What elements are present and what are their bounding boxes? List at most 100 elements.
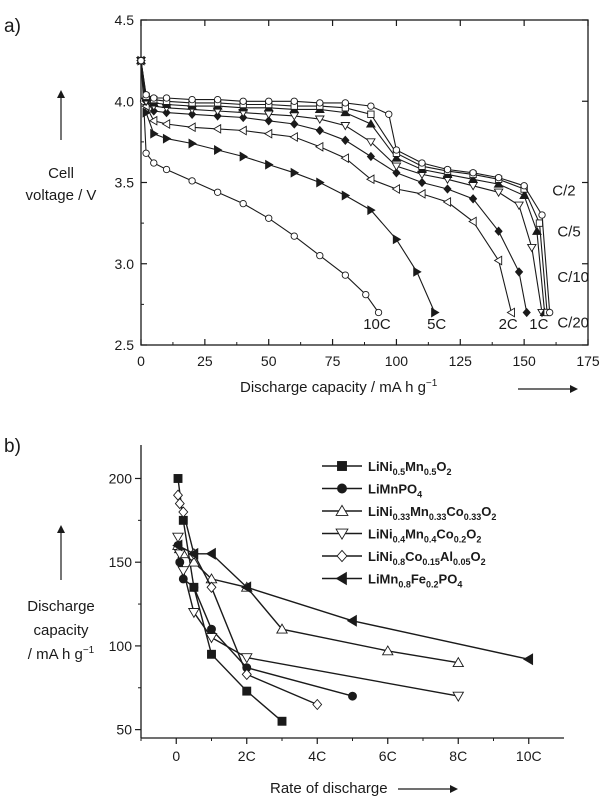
panel-b-point-5 xyxy=(241,668,252,681)
panel-a-y-tick-label: 2.5 xyxy=(115,337,135,353)
panel-a-point-c-2 xyxy=(340,122,351,131)
panel-b-legend-label-part: 0.33 xyxy=(393,512,411,522)
panel-b-legend-label-part: 0.2 xyxy=(454,535,467,545)
panel-a-point-1c xyxy=(417,177,427,188)
panel-b-legend-label-part: Mn xyxy=(410,504,429,519)
panel-b-legend-label-part: 0.5 xyxy=(393,467,406,477)
panel-b-point-5 xyxy=(206,581,217,593)
panel-a-point-1c xyxy=(468,194,478,204)
panel-a-point-5c xyxy=(290,167,300,178)
panel-b-point-4 xyxy=(452,691,465,702)
panel-b-point-6 xyxy=(205,547,216,560)
panel-b-legend-label-part: 0.33 xyxy=(464,512,482,522)
panel-a-series-5c xyxy=(137,55,440,318)
panel-b-y-tick-label: 150 xyxy=(109,554,133,570)
panel-a-point-10c xyxy=(341,271,349,279)
panel-a-point-c-5 xyxy=(340,107,351,117)
panel-b-legend-label: LiNi0.5Mn0.5O2 xyxy=(368,459,452,477)
panel-b-point-5 xyxy=(312,698,323,711)
panel-b-y-tick-label: 100 xyxy=(109,638,133,654)
panel-a-series xyxy=(136,55,554,318)
panel-a-point-c-20 xyxy=(392,146,401,154)
panel-a-point-c-20 xyxy=(162,94,171,102)
panel-a-point-2c xyxy=(161,119,171,129)
panel-b-legend-label-part: Co xyxy=(405,549,422,564)
panel-a-curve-2c xyxy=(140,60,512,313)
panel-a-x-tick-label: 125 xyxy=(449,353,473,369)
panel-a-curve-label-1c: 1C xyxy=(529,316,548,333)
panel-b-legend-label-part: 0.05 xyxy=(453,557,471,567)
panel-a-curve-label-c-20: C/20 xyxy=(557,314,589,331)
panel-b-y-axis-label-text: Discharge xyxy=(27,598,95,615)
panel-b-legend-label-part: 2 xyxy=(476,535,481,545)
panel-a-point-5c xyxy=(392,234,402,245)
panel-a-point-c-20 xyxy=(290,97,298,105)
panel-b-legend-label-part: 0.8 xyxy=(393,557,406,567)
panel-a-point-c-2 xyxy=(314,115,325,124)
panel-b-x-tick-label: 8C xyxy=(449,748,467,764)
panel-a-point-1c xyxy=(290,119,299,129)
panel-a-axes: 0 25 50 75 100 125 150 175 2.5 3.0 3.5 4.0 4.5 Discha… xyxy=(26,12,600,396)
panel-b-y-tick-label: 200 xyxy=(109,470,133,486)
panel-a-y-tick-label: 4.5 xyxy=(115,12,135,28)
panel-b-point-4 xyxy=(187,608,200,619)
panel-a-point-c-10 xyxy=(367,110,375,118)
panel-b-legend-label-part: 2 xyxy=(491,512,496,522)
panel-a-point-5c xyxy=(316,177,325,188)
panel-b-point-4 xyxy=(240,653,253,664)
panel-a-point-10c xyxy=(265,214,273,222)
panel-a-point-c-20 xyxy=(150,94,158,102)
panel-a-point-10c xyxy=(374,308,383,317)
panel-a-point-2c xyxy=(340,153,349,164)
panel-a-point-c-5 xyxy=(519,190,530,200)
panel-a-curve-1c xyxy=(140,60,528,313)
panel-b-y-tick-label: 50 xyxy=(116,722,132,738)
panel-b-legend-label: LiMn0.8Fe0.2PO4 xyxy=(368,572,462,590)
panel-a-point-10c xyxy=(316,251,324,260)
panel-b-label: b) xyxy=(4,436,21,457)
panel-b-legend-label-part: LiNi xyxy=(368,459,393,474)
panel-a-curve-c-5 xyxy=(140,60,546,313)
panel-a-curve-label-10c: 10C xyxy=(363,316,391,333)
panel-a-point-c-20 xyxy=(367,102,375,110)
panel-a-point-1c xyxy=(341,135,350,145)
panel-a-y-tick-label: 4.0 xyxy=(115,93,135,109)
panel-b-series-2 xyxy=(173,541,357,701)
panel-a-point-c-20 xyxy=(494,173,503,182)
panel-a-point-1c xyxy=(522,307,531,318)
panel-a-x-tick-label: 175 xyxy=(576,353,600,369)
panel-b-legend-label-part: 2 xyxy=(447,467,452,477)
panel-b-point-3 xyxy=(452,656,465,668)
panel-a-x-tick-label: 50 xyxy=(261,353,277,369)
panel-a-point-c-5 xyxy=(365,119,376,128)
panel-a-point-c-2 xyxy=(365,138,376,147)
panel-a-curve-c-10 xyxy=(140,60,548,313)
panel-b-legend-label-part: Al xyxy=(440,549,453,564)
panel-b-legend-label-part: PO xyxy=(439,572,458,587)
panel-a-curve-label-c-2: C/2 xyxy=(552,183,575,200)
panel-b-legend-label-part: 4 xyxy=(417,490,422,500)
panel-a-x-arrow-head xyxy=(570,385,578,393)
panel-b-x-tick-label: 10C xyxy=(516,748,542,764)
panel-a-point-10c xyxy=(239,199,247,208)
panel-b-legend-entry-2: LiMnPO4 xyxy=(322,482,422,500)
panel-a-point-5c xyxy=(367,205,376,216)
panel-a-point-5c xyxy=(413,266,422,277)
panel-a-point-2c xyxy=(263,128,273,139)
panel-b-x-tick-label: 6C xyxy=(379,748,397,764)
panel-a-point-c-20 xyxy=(188,95,196,104)
panel-b-legend-label-part: 0.8 xyxy=(398,580,411,590)
panel-a-y-arrow-head xyxy=(57,90,65,98)
panel-b-legend-label-part: LiMn xyxy=(368,572,398,587)
panel-a-point-c-20 xyxy=(316,99,324,107)
panel-a-point-1c xyxy=(392,168,401,178)
panel-a-curve-label-2c: 2C xyxy=(499,316,518,333)
panel-a-point-5c xyxy=(150,128,159,139)
panel-b-point-2 xyxy=(189,582,199,592)
panel-a-point-10c xyxy=(362,290,370,299)
panel-a-point-5c xyxy=(142,107,151,118)
panel-a-x-axis-label-text: Discharge capacity / mA h g xyxy=(240,379,426,396)
panel-a-point-c-20 xyxy=(213,95,222,104)
panel-b-point-1 xyxy=(173,474,183,483)
panel-b-y-axis-label-sup: −1 xyxy=(83,645,95,656)
